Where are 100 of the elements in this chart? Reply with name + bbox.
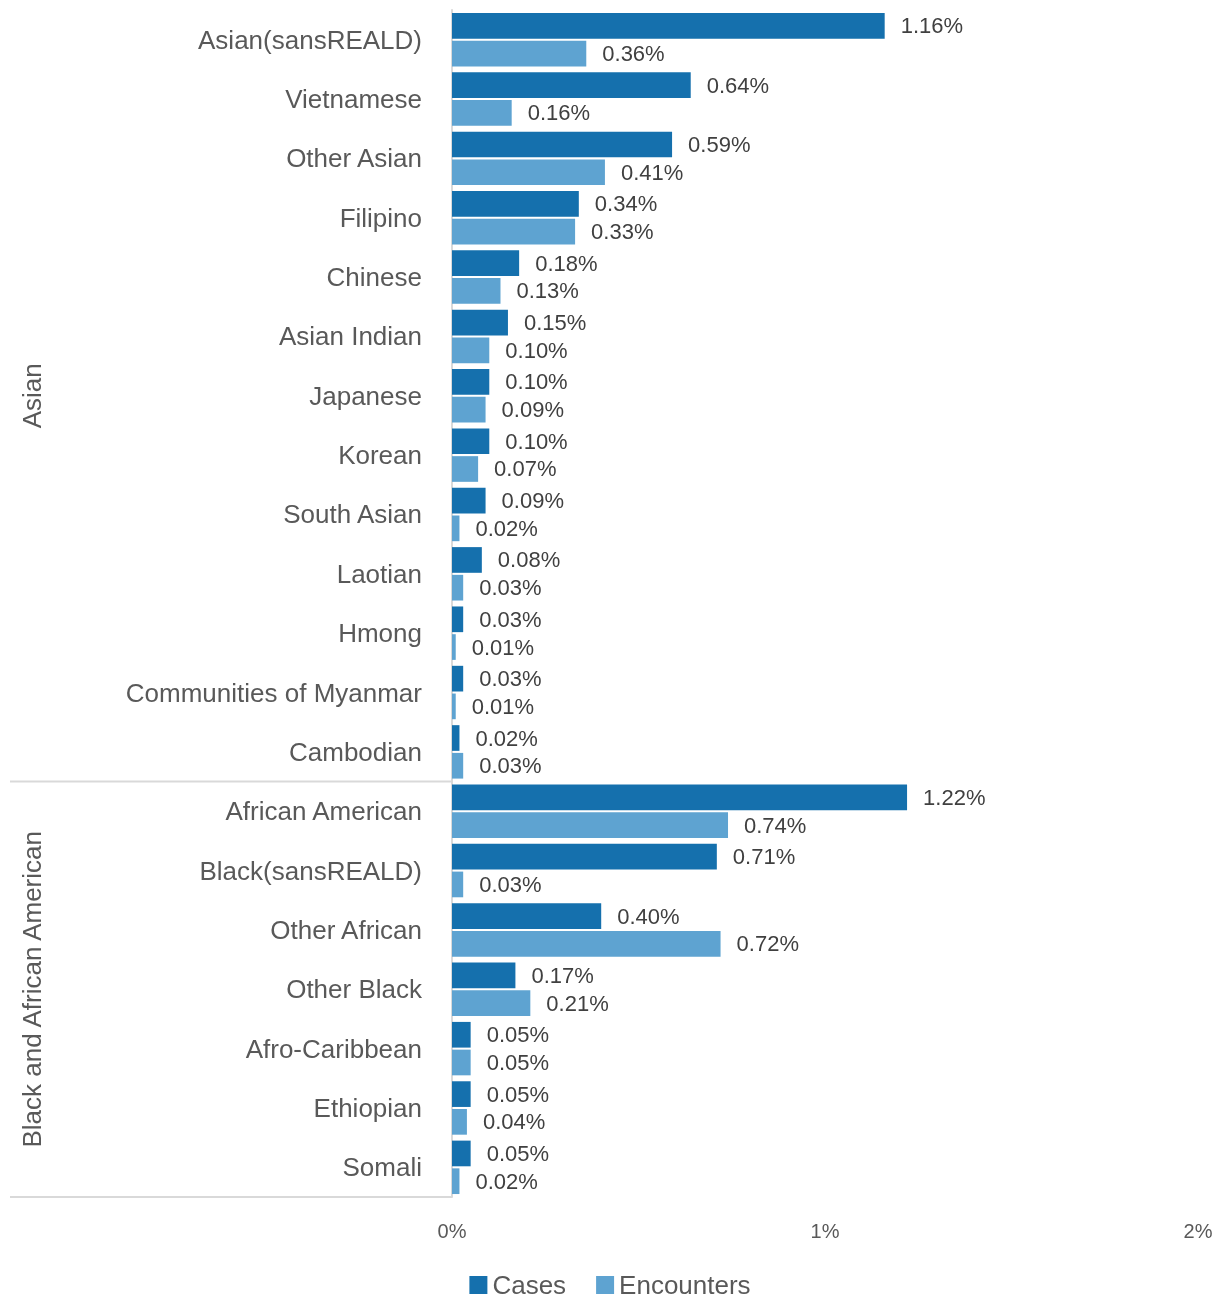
data-label: 0.13% — [516, 278, 579, 304]
bar — [452, 665, 464, 692]
bar — [452, 1140, 471, 1167]
bar — [452, 871, 464, 898]
bar — [452, 606, 464, 633]
bar — [452, 812, 729, 838]
y-tick-label: Japanese — [309, 380, 422, 411]
data-label: 0.03% — [479, 606, 542, 632]
y-tick-label: Other African — [270, 914, 422, 945]
bar — [452, 1109, 467, 1135]
y-tick-label: Ethiopian — [313, 1092, 422, 1123]
data-label: 0.64% — [706, 72, 770, 98]
data-label: 0.05% — [486, 1049, 550, 1075]
bar — [452, 574, 464, 601]
bar — [452, 784, 908, 811]
data-label: 0.03% — [479, 666, 542, 692]
bar — [452, 337, 490, 364]
bar — [452, 752, 464, 779]
legend-label: Cases — [492, 1270, 567, 1300]
bar — [452, 131, 673, 158]
bar — [452, 159, 605, 186]
data-label: 0.02% — [475, 725, 538, 751]
legend-label: Encounters — [619, 1270, 751, 1300]
bar — [452, 693, 456, 720]
data-label: 0.41% — [620, 159, 684, 185]
y-tick-label: Korean — [338, 440, 422, 471]
y-tick-label: Somali — [342, 1152, 422, 1183]
bar — [452, 962, 516, 989]
bar — [452, 456, 479, 482]
bar — [452, 100, 512, 126]
data-label: 0.16% — [527, 100, 591, 126]
data-label: 0.71% — [732, 844, 796, 870]
data-label: 0.59% — [688, 132, 751, 158]
data-label: 0.07% — [494, 456, 557, 482]
y-tick-label: Asian(sansREALD) — [198, 24, 422, 55]
data-label: 1.22% — [923, 784, 986, 810]
bar — [452, 1021, 471, 1048]
data-label: 0.03% — [479, 575, 542, 601]
data-label: 0.03% — [479, 871, 542, 897]
bar — [452, 1081, 471, 1107]
bar — [452, 191, 579, 217]
y-tick-label: Other Asian — [286, 143, 422, 174]
data-label: 0.10% — [505, 369, 568, 395]
data-label: 0.04% — [482, 1109, 546, 1135]
bar — [452, 515, 460, 542]
data-label: 0.17% — [531, 962, 594, 988]
bar — [452, 843, 717, 870]
bar — [452, 428, 490, 455]
bar — [452, 396, 486, 423]
y-tick-label: Filipino — [339, 202, 422, 233]
bar — [452, 40, 587, 67]
bar — [452, 12, 885, 39]
text: Black and African American — [17, 831, 47, 1148]
y-tick-label: Afro-Caribbean — [245, 1033, 422, 1064]
y-tick-label: Other Black — [286, 974, 423, 1005]
data-label: 0.15% — [523, 310, 587, 336]
data-label: 0.02% — [475, 515, 538, 541]
data-label: 0.09% — [501, 488, 564, 514]
data-label: 1.16% — [900, 13, 964, 39]
bar — [452, 1049, 471, 1076]
data-label: 0.10% — [505, 337, 568, 363]
bar — [452, 903, 602, 929]
bar — [452, 930, 721, 957]
data-label: 0.40% — [617, 903, 680, 929]
y-tick-label: African American — [225, 796, 422, 827]
data-label: 0.03% — [479, 753, 542, 779]
bar — [452, 369, 490, 395]
y-tick-label: Chinese — [326, 262, 422, 293]
y-tick-label: Hmong — [338, 618, 422, 649]
bar — [452, 309, 508, 336]
data-label: 0.05% — [486, 1140, 550, 1166]
data-label: 0.02% — [475, 1168, 538, 1194]
bar — [452, 218, 576, 245]
data-label: 0.74% — [744, 812, 807, 838]
y-tick-label: Cambodian — [289, 736, 422, 767]
y-tick-label: Laotian — [336, 558, 422, 589]
data-label: 0.05% — [486, 1022, 550, 1048]
y-tick-label: Communities of Myanmar — [125, 677, 423, 708]
data-label: 0.33% — [591, 219, 654, 245]
bar — [452, 634, 456, 660]
data-label: 0.36% — [602, 41, 665, 67]
y-tick-label: Black(sansREALD) — [199, 855, 422, 886]
y-tick-label: Vietnamese — [285, 84, 422, 115]
data-label: 0.34% — [594, 191, 658, 217]
x-tick-label: 1% — [810, 1220, 840, 1242]
bar — [452, 547, 482, 573]
text: Asian — [17, 363, 47, 429]
data-label: 0.72% — [736, 931, 799, 957]
bar — [452, 487, 486, 514]
x-tick-label: 2% — [1183, 1220, 1213, 1242]
data-label: 0.18% — [535, 250, 598, 276]
data-label: 0.01% — [471, 634, 535, 660]
y-tick-label: Asian Indian — [278, 321, 422, 352]
x-tick-label: 0% — [437, 1220, 467, 1242]
bar — [452, 725, 460, 751]
y-tick-label: South Asian — [283, 499, 422, 530]
data-label: 0.05% — [486, 1081, 550, 1107]
bar — [452, 72, 691, 98]
data-label: 0.21% — [546, 990, 609, 1016]
data-label: 0.10% — [505, 428, 568, 454]
